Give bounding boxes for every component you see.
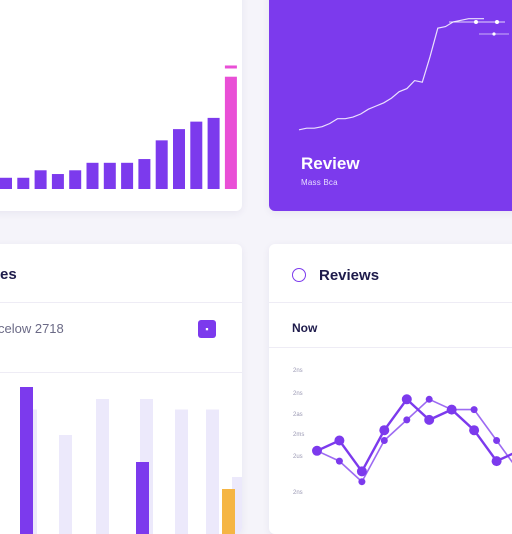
bar <box>136 462 149 534</box>
review-title: Review <box>301 154 360 174</box>
bar <box>69 170 81 189</box>
bar <box>59 435 72 534</box>
data-point <box>381 437 388 444</box>
series-line <box>299 19 484 130</box>
data-point <box>379 425 389 435</box>
legend-dot <box>474 20 478 24</box>
data-point <box>314 447 321 454</box>
data-point <box>448 406 455 413</box>
bar <box>156 140 168 189</box>
reviews-card: Reviews Now 2ns 2ns 2as 2ms 2us 2ns <box>269 244 512 534</box>
bar <box>206 410 219 534</box>
bar <box>17 178 29 189</box>
review-subtitle: Mass Bca <box>301 178 338 187</box>
bar <box>121 163 133 189</box>
bar <box>104 163 116 189</box>
bar <box>190 122 202 189</box>
data-point <box>493 437 500 444</box>
bar-chart <box>0 0 242 211</box>
data-point <box>336 458 343 465</box>
data-point <box>426 396 433 403</box>
bar <box>0 178 12 189</box>
reviews-line-chart <box>269 244 512 534</box>
series-line <box>317 399 512 471</box>
bar-chart-card <box>0 0 242 211</box>
data-point <box>469 425 479 435</box>
data-point <box>402 394 412 404</box>
legend-dot <box>492 32 495 35</box>
data-point <box>424 415 434 425</box>
data-point <box>471 406 478 413</box>
bar <box>175 410 188 534</box>
data-point <box>492 456 502 466</box>
review-card[interactable]: Review Mass Bca <box>269 0 512 211</box>
data-point <box>334 436 344 446</box>
bar <box>173 129 185 189</box>
data-point <box>358 478 365 485</box>
data-point <box>403 416 410 423</box>
legend-dot <box>495 20 499 24</box>
bar <box>96 399 109 534</box>
bar <box>208 118 220 189</box>
grouped-bar-chart <box>0 244 242 534</box>
bar <box>35 170 47 189</box>
stats-card: es celow 2718 ▪ <box>0 244 242 534</box>
bar-cap <box>225 65 237 68</box>
bar <box>87 163 99 189</box>
bar <box>138 159 150 189</box>
bar <box>225 77 237 189</box>
bar <box>52 174 64 189</box>
